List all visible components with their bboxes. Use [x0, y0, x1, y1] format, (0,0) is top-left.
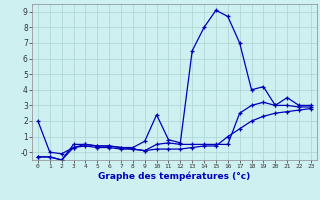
X-axis label: Graphe des températures (°c): Graphe des températures (°c): [98, 172, 251, 181]
